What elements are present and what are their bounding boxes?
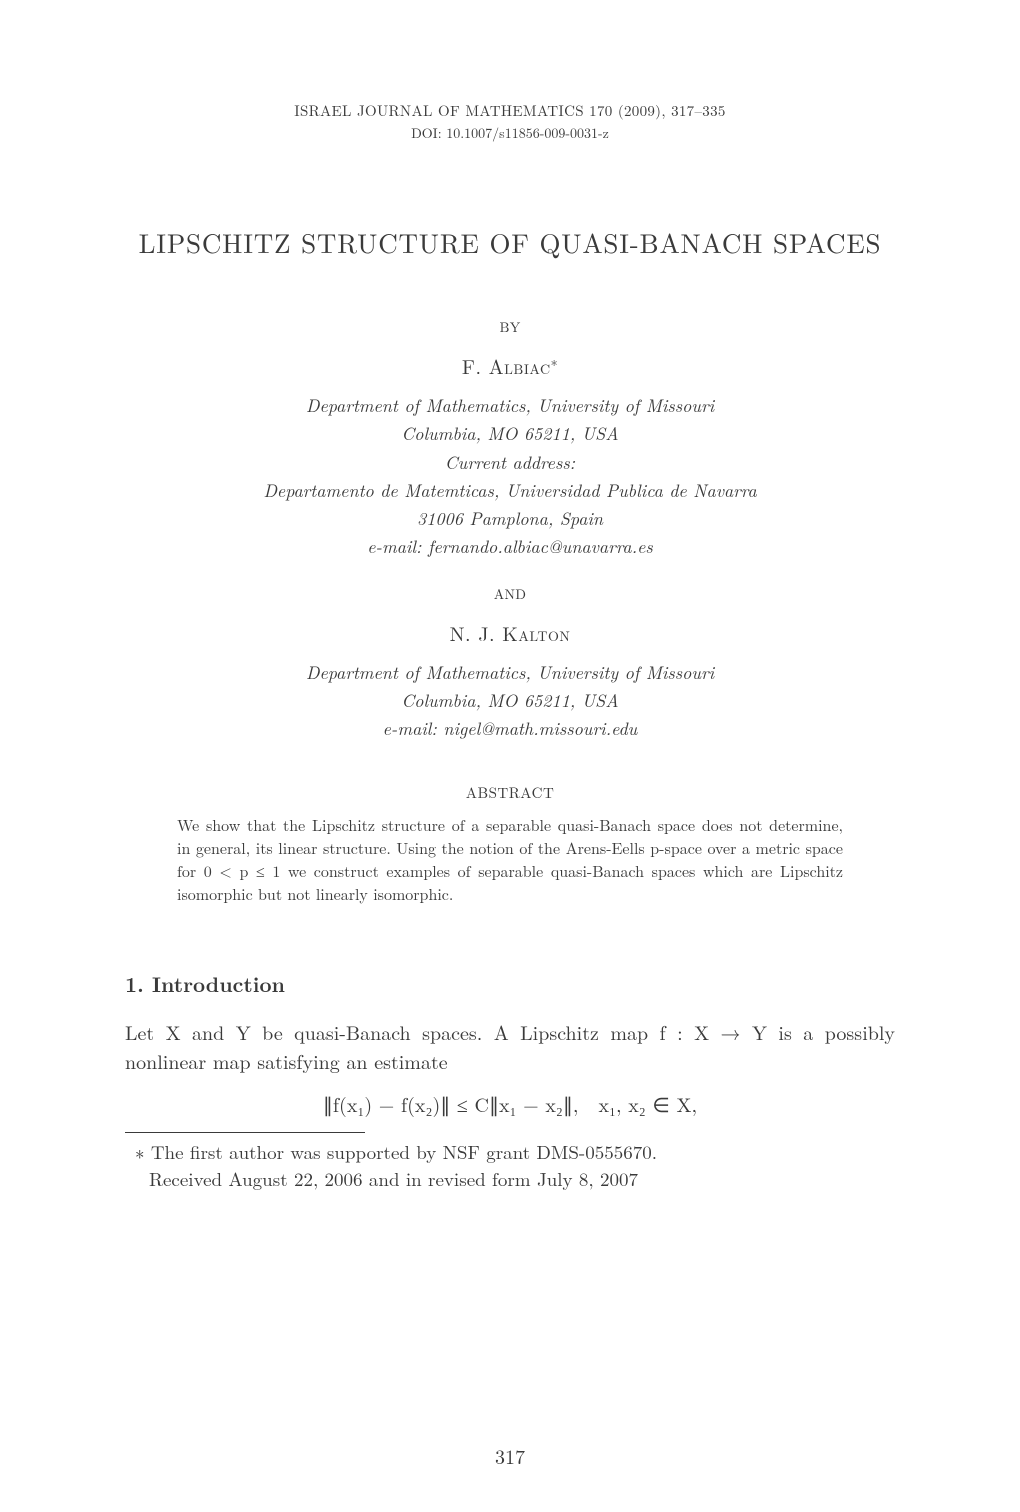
author1-email: e-mail: fernando.albiac@unavarra.es	[125, 535, 895, 559]
author2-email: e-mail: nigel@math.missouri.edu	[125, 717, 895, 741]
author1-current-2: 31006 Pamplona, Spain	[125, 507, 895, 531]
section-1-heading: 1. Introduction	[125, 969, 895, 999]
doi-line: DOI: 10.1007/s11856-009-0031-z	[125, 123, 895, 143]
author2-name: N. J. Kalton	[125, 618, 895, 647]
paper-title: LIPSCHITZ STRUCTURE OF QUASI-BANACH SPAC…	[125, 223, 895, 261]
author1-affil-1: Department of Mathematics, University of…	[125, 394, 895, 418]
abstract-label: ABSTRACT	[125, 782, 895, 803]
section-1-equation: ∥f(x₁) − f(x₂)∥ ≤ C∥x₁ − x₂∥, x₁, x₂ ∈ X…	[125, 1089, 895, 1118]
abstract-text: We show that the Lipschitz structure of …	[177, 813, 843, 906]
author2-affil-2: Columbia, MO 65211, USA	[125, 689, 895, 713]
page-number: 317	[0, 1441, 1020, 1470]
author1-current-1: Departamento de Matemticas, Universidad …	[125, 479, 895, 503]
journal-line: ISRAEL JOURNAL OF MATHEMATICS 170 (2009)…	[125, 100, 895, 121]
author1-name-text: F. Albiac	[462, 351, 551, 380]
and-label: AND	[125, 584, 895, 604]
section-1-para: Let X and Y be quasi-Banach spaces. A Li…	[125, 1017, 895, 1075]
author2-affil-1: Department of Mathematics, University of…	[125, 661, 895, 685]
by-label: BY	[125, 317, 895, 337]
footnote-star: ∗	[135, 1138, 145, 1165]
footnote-rule	[125, 1132, 365, 1133]
author1-star: ∗	[551, 351, 559, 371]
footnote-text-1: The first author was supported by NSF gr…	[145, 1138, 658, 1165]
author1-name: F. Albiac∗	[125, 351, 895, 380]
author1-affil-2: Columbia, MO 65211, USA	[125, 422, 895, 446]
footnote-line-2: Received August 22, 2006 and in revised …	[125, 1166, 895, 1193]
author1-current-label: Current address:	[125, 451, 895, 475]
footnote-line-1: ∗ The first author was supported by NSF …	[125, 1139, 895, 1166]
